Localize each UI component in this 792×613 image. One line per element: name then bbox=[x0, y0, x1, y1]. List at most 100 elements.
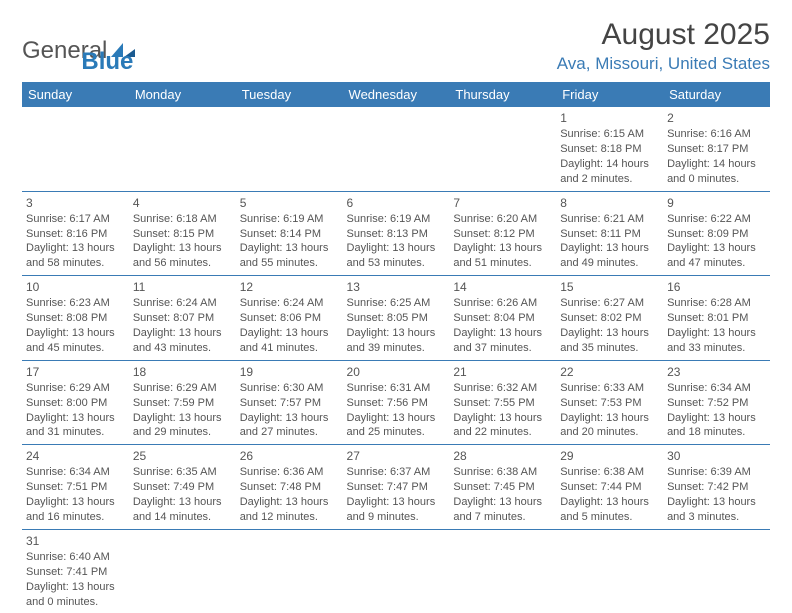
day-number: 26 bbox=[240, 448, 339, 464]
weekday-header: Tuesday bbox=[236, 82, 343, 107]
day-number: 24 bbox=[26, 448, 125, 464]
day-number: 11 bbox=[133, 279, 232, 295]
sunrise-line: Sunrise: 6:30 AM bbox=[240, 381, 339, 396]
daylight-line: Daylight: 13 hours and 47 minutes. bbox=[667, 241, 766, 271]
calendar-cell: 22Sunrise: 6:33 AMSunset: 7:53 PMDayligh… bbox=[556, 360, 663, 445]
daylight-line: Daylight: 13 hours and 18 minutes. bbox=[667, 411, 766, 441]
sunset-line: Sunset: 7:42 PM bbox=[667, 480, 766, 495]
sunset-line: Sunset: 7:59 PM bbox=[133, 396, 232, 411]
daylight-line: Daylight: 13 hours and 35 minutes. bbox=[560, 326, 659, 356]
day-number: 25 bbox=[133, 448, 232, 464]
sunrise-line: Sunrise: 6:34 AM bbox=[667, 381, 766, 396]
calendar-cell: 13Sunrise: 6:25 AMSunset: 8:05 PMDayligh… bbox=[343, 276, 450, 361]
day-number: 10 bbox=[26, 279, 125, 295]
calendar-cell: 3Sunrise: 6:17 AMSunset: 8:16 PMDaylight… bbox=[22, 191, 129, 276]
sunset-line: Sunset: 7:44 PM bbox=[560, 480, 659, 495]
sunrise-line: Sunrise: 6:38 AM bbox=[560, 465, 659, 480]
day-number: 29 bbox=[560, 448, 659, 464]
sunrise-line: Sunrise: 6:38 AM bbox=[453, 465, 552, 480]
daylight-line: Daylight: 13 hours and 25 minutes. bbox=[347, 411, 446, 441]
day-number: 18 bbox=[133, 364, 232, 380]
calendar-cell: 5Sunrise: 6:19 AMSunset: 8:14 PMDaylight… bbox=[236, 191, 343, 276]
calendar-cell: 25Sunrise: 6:35 AMSunset: 7:49 PMDayligh… bbox=[129, 445, 236, 530]
calendar-row: 3Sunrise: 6:17 AMSunset: 8:16 PMDaylight… bbox=[22, 191, 770, 276]
calendar-cell: 18Sunrise: 6:29 AMSunset: 7:59 PMDayligh… bbox=[129, 360, 236, 445]
sunrise-line: Sunrise: 6:19 AM bbox=[347, 212, 446, 227]
sunset-line: Sunset: 7:52 PM bbox=[667, 396, 766, 411]
sunset-line: Sunset: 7:47 PM bbox=[347, 480, 446, 495]
sunset-line: Sunset: 7:57 PM bbox=[240, 396, 339, 411]
sunrise-line: Sunrise: 6:40 AM bbox=[26, 550, 125, 565]
sunset-line: Sunset: 7:51 PM bbox=[26, 480, 125, 495]
daylight-line: Daylight: 13 hours and 29 minutes. bbox=[133, 411, 232, 441]
sunset-line: Sunset: 8:14 PM bbox=[240, 227, 339, 242]
day-number: 12 bbox=[240, 279, 339, 295]
daylight-line: Daylight: 13 hours and 37 minutes. bbox=[453, 326, 552, 356]
day-number: 21 bbox=[453, 364, 552, 380]
calendar-cell bbox=[22, 107, 129, 191]
day-number: 4 bbox=[133, 195, 232, 211]
sunrise-line: Sunrise: 6:18 AM bbox=[133, 212, 232, 227]
calendar-row: 24Sunrise: 6:34 AMSunset: 7:51 PM Dayligh… bbox=[22, 445, 770, 530]
page-title: August 2025 bbox=[557, 18, 770, 52]
day-number: 20 bbox=[347, 364, 446, 380]
sunrise-line: Sunrise: 6:34 AM bbox=[26, 465, 125, 480]
calendar-cell bbox=[236, 107, 343, 191]
calendar-cell: 6Sunrise: 6:19 AMSunset: 8:13 PMDaylight… bbox=[343, 191, 450, 276]
calendar-cell: 19Sunrise: 6:30 AMSunset: 7:57 PMDayligh… bbox=[236, 360, 343, 445]
sunrise-line: Sunrise: 6:36 AM bbox=[240, 465, 339, 480]
day-number: 30 bbox=[667, 448, 766, 464]
sunset-line: Sunset: 8:17 PM bbox=[667, 142, 766, 157]
daylight-line: Daylight: 13 hours and 9 minutes. bbox=[347, 495, 446, 525]
sunset-line: Sunset: 8:12 PM bbox=[453, 227, 552, 242]
calendar-cell: 26Sunrise: 6:36 AMSunset: 7:48 PMDayligh… bbox=[236, 445, 343, 530]
calendar-cell: 21Sunrise: 6:32 AMSunset: 7:55 PMDayligh… bbox=[449, 360, 556, 445]
sunset-line: Sunset: 8:13 PM bbox=[347, 227, 446, 242]
sunrise-line: Sunrise: 6:33 AM bbox=[560, 381, 659, 396]
day-number: 22 bbox=[560, 364, 659, 380]
daylight-line: Daylight: 13 hours and 33 minutes. bbox=[667, 326, 766, 356]
calendar-row: 17Sunrise: 6:29 AMSunset: 8:00 PMDayligh… bbox=[22, 360, 770, 445]
sunset-line: Sunset: 8:16 PM bbox=[26, 227, 125, 242]
daylight-line: Daylight: 13 hours and 39 minutes. bbox=[347, 326, 446, 356]
daylight-line: Daylight: 13 hours and 51 minutes. bbox=[453, 241, 552, 271]
weekday-header: Sunday bbox=[22, 82, 129, 107]
sunset-line: Sunset: 8:04 PM bbox=[453, 311, 552, 326]
day-number: 15 bbox=[560, 279, 659, 295]
calendar-cell: 27Sunrise: 6:37 AMSunset: 7:47 PMDayligh… bbox=[343, 445, 450, 530]
calendar-cell: 14Sunrise: 6:26 AMSunset: 8:04 PMDayligh… bbox=[449, 276, 556, 361]
calendar-cell bbox=[129, 107, 236, 191]
calendar-cell: 23Sunrise: 6:34 AMSunset: 7:52 PMDayligh… bbox=[663, 360, 770, 445]
sunrise-line: Sunrise: 6:25 AM bbox=[347, 296, 446, 311]
sunset-line: Sunset: 8:01 PM bbox=[667, 311, 766, 326]
sunset-line: Sunset: 7:56 PM bbox=[347, 396, 446, 411]
calendar-cell: 30Sunrise: 6:39 AMSunset: 7:42 PMDayligh… bbox=[663, 445, 770, 530]
sunrise-line: Sunrise: 6:28 AM bbox=[667, 296, 766, 311]
daylight-line: Daylight: 13 hours and 14 minutes. bbox=[133, 495, 232, 525]
calendar-cell: 28Sunrise: 6:38 AMSunset: 7:45 PMDayligh… bbox=[449, 445, 556, 530]
calendar-row: 1Sunrise: 6:15 AMSunset: 8:18 PMDaylight… bbox=[22, 107, 770, 191]
calendar-cell bbox=[663, 529, 770, 613]
day-number: 27 bbox=[347, 448, 446, 464]
weekday-header: Wednesday bbox=[343, 82, 450, 107]
calendar-cell: 9Sunrise: 6:22 AMSunset: 8:09 PMDaylight… bbox=[663, 191, 770, 276]
day-number: 14 bbox=[453, 279, 552, 295]
calendar-cell bbox=[236, 529, 343, 613]
sunrise-line: Sunrise: 6:19 AM bbox=[240, 212, 339, 227]
calendar-table: Sunday Monday Tuesday Wednesday Thursday… bbox=[22, 82, 770, 613]
calendar-cell: 10Sunrise: 6:23 AMSunset: 8:08 PMDayligh… bbox=[22, 276, 129, 361]
sunset-line: Sunset: 8:15 PM bbox=[133, 227, 232, 242]
day-number: 2 bbox=[667, 110, 766, 126]
calendar-row: 10Sunrise: 6:23 AMSunset: 8:08 PMDayligh… bbox=[22, 276, 770, 361]
sunrise-line: Sunrise: 6:21 AM bbox=[560, 212, 659, 227]
weekday-header: Thursday bbox=[449, 82, 556, 107]
sunset-line: Sunset: 7:55 PM bbox=[453, 396, 552, 411]
daylight-line: Daylight: 13 hours and 58 minutes. bbox=[26, 241, 125, 271]
daylight-line: Daylight: 13 hours and 53 minutes. bbox=[347, 241, 446, 271]
day-number: 7 bbox=[453, 195, 552, 211]
sunrise-line: Sunrise: 6:24 AM bbox=[133, 296, 232, 311]
logo: General Blue bbox=[22, 26, 133, 76]
sunrise-line: Sunrise: 6:16 AM bbox=[667, 127, 766, 142]
day-number: 17 bbox=[26, 364, 125, 380]
daylight-line: Daylight: 13 hours and 5 minutes. bbox=[560, 495, 659, 525]
